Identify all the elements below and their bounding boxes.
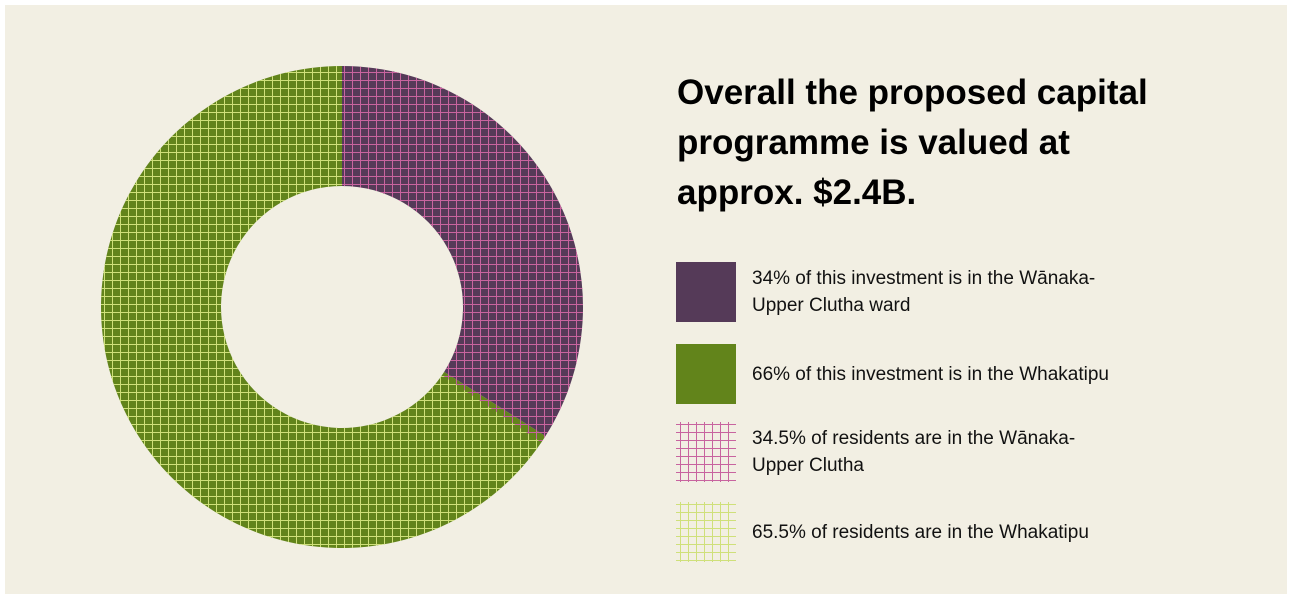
legend-swatch (676, 502, 736, 562)
legend-label: 34.5% of residents are in the Wānaka-Upp… (752, 428, 1076, 476)
legend-label: 65.5% of residents are in the Whakatipu (752, 522, 1089, 543)
legend-label: 66% of this investment is in the Whakati… (752, 364, 1109, 385)
donut-segment (342, 66, 584, 443)
legend-swatch (676, 422, 736, 482)
legend-swatch (676, 262, 736, 322)
chart-title: Overall the proposed capital programme i… (677, 73, 1148, 212)
donut-segment (101, 66, 542, 548)
legend-label: 34% of this investment is in the Wānaka-… (752, 268, 1096, 316)
legend-swatch (676, 344, 736, 404)
